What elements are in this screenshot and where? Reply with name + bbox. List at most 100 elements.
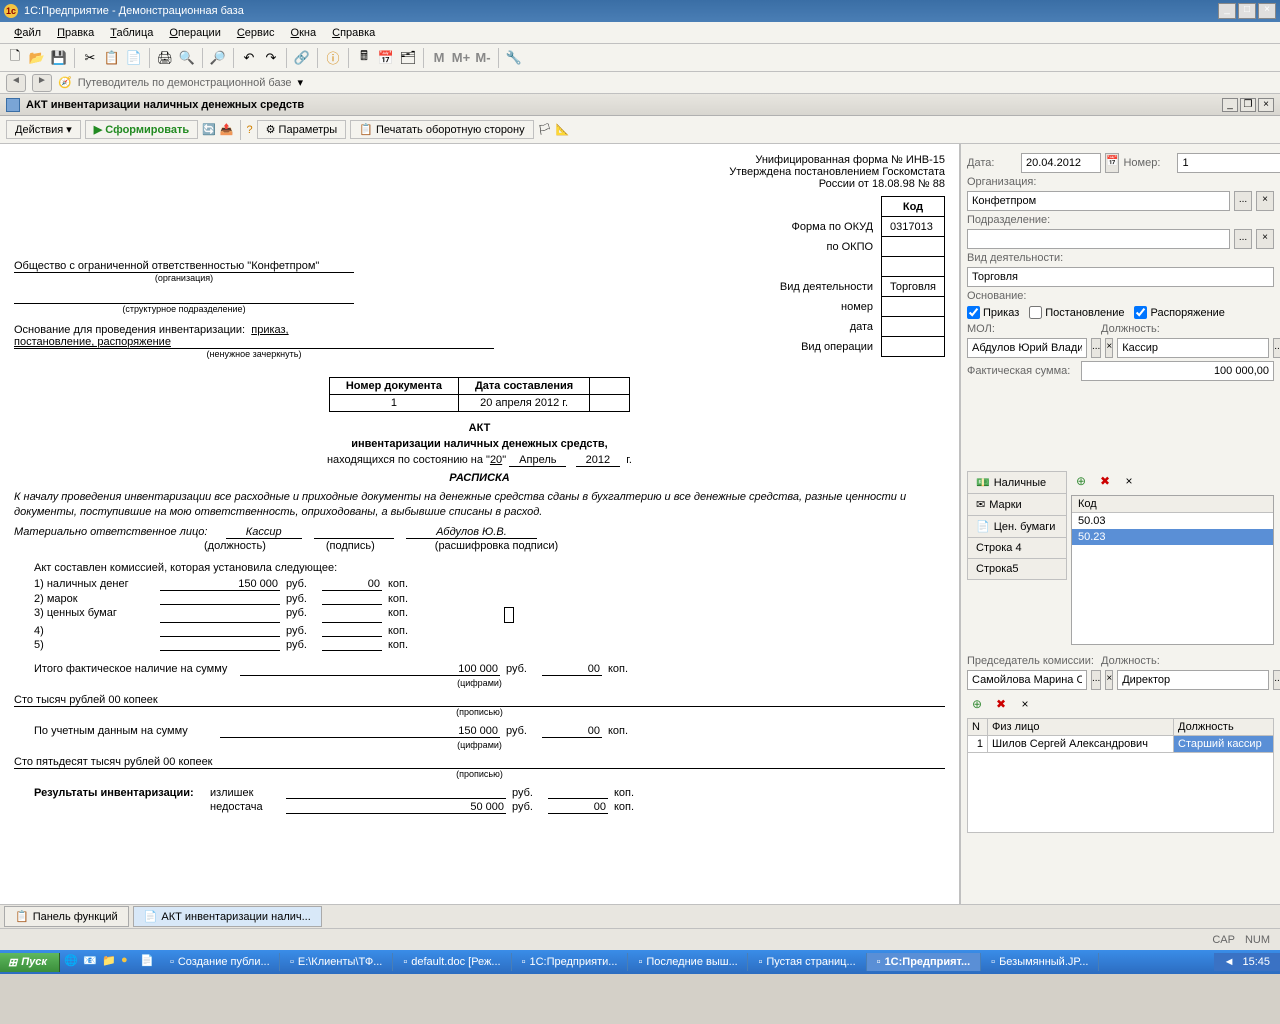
dept-clear-button[interactable]: × <box>1256 229 1274 249</box>
ql-icon-4[interactable]: ● <box>121 954 137 970</box>
chair-input[interactable] <box>967 670 1087 690</box>
chair-pos-select-button[interactable]: ... <box>1273 670 1280 690</box>
add-code-button[interactable]: ⊕ <box>1071 473 1091 493</box>
sub-item-cash[interactable]: 💵Наличные <box>967 471 1067 494</box>
navbar-text[interactable]: Путеводитель по демонстрационной базе <box>78 77 292 89</box>
params-button[interactable]: ⚙ Параметры <box>257 120 347 139</box>
doc-close-button[interactable]: × <box>1258 98 1274 112</box>
task-item[interactable]: ▫Последние выш... <box>628 953 748 971</box>
delete-member-button[interactable]: ✖ <box>991 696 1011 716</box>
members-close-button[interactable]: × <box>1015 696 1035 716</box>
ql-icon-5[interactable]: 📄 <box>140 954 156 970</box>
ql-icon-3[interactable]: 📁 <box>102 954 118 970</box>
task-item[interactable]: ▫Создание публи... <box>160 953 280 971</box>
task-item[interactable]: ▫default.doc [Реж... <box>393 953 511 971</box>
form-button[interactable]: ▶ Сформировать <box>85 120 198 139</box>
find-icon[interactable]: 🔎 <box>209 49 227 67</box>
wrench-icon[interactable]: 🔧 <box>505 49 523 67</box>
calc-icon[interactable]: 🖩 <box>355 49 373 67</box>
chair-clear-button[interactable]: × <box>1105 670 1113 690</box>
minimize-button[interactable]: _ <box>1218 3 1236 19</box>
navbar-dropdown-icon[interactable]: ▾ <box>297 76 303 89</box>
doc-help-icon[interactable]: ? <box>247 124 253 136</box>
print-icon[interactable]: 🖨 <box>156 49 174 67</box>
copy-icon[interactable]: 📋 <box>103 49 121 67</box>
sub-item-stamps[interactable]: ✉Марки <box>967 493 1067 516</box>
cut-icon[interactable]: ✂ <box>81 49 99 67</box>
commission-row[interactable]: 1 Шилов Сергей Александрович Старший кас… <box>968 736 1274 753</box>
new-icon[interactable]: 🗋 <box>6 49 24 67</box>
org-clear-button[interactable]: × <box>1256 191 1274 211</box>
refresh-icon[interactable]: 🔄 <box>202 123 216 136</box>
doc-maximize-button[interactable]: ❐ <box>1240 98 1256 112</box>
code-row-selected[interactable]: 50.23 <box>1072 529 1273 545</box>
dept-select-button[interactable]: ... <box>1234 229 1252 249</box>
actions-button[interactable]: Действия ▾ <box>6 120 81 139</box>
chair-pos-input[interactable] <box>1117 670 1269 690</box>
tab-akt[interactable]: 📄АКТ инвентаризации налич... <box>133 906 322 927</box>
org-select-button[interactable]: ... <box>1234 191 1252 211</box>
chair-select-button[interactable]: ... <box>1091 670 1101 690</box>
ql-icon-2[interactable]: 📧 <box>83 954 99 970</box>
mol-select-button[interactable]: ... <box>1091 338 1101 358</box>
paste-icon[interactable]: 📄 <box>125 49 143 67</box>
undo-icon[interactable]: ↶ <box>240 49 258 67</box>
close-tb-button[interactable]: × <box>1119 473 1139 493</box>
tab-panel-functions[interactable]: 📋Панель функций <box>4 906 129 927</box>
menu-windows[interactable]: Окна <box>283 25 325 41</box>
task-item[interactable]: ▫Пустая страниц... <box>748 953 866 971</box>
date-picker-button[interactable]: 📅 <box>1105 153 1119 173</box>
tray-arrow-icon[interactable]: ◄ <box>1224 956 1235 968</box>
menu-table[interactable]: Таблица <box>102 25 161 41</box>
chk-post[interactable]: Постановление <box>1029 306 1124 319</box>
sub-item-securities[interactable]: 📄Цен. бумаги <box>967 515 1067 538</box>
flag-icon[interactable]: 🏳 <box>538 123 552 136</box>
menu-operations[interactable]: Операции <box>161 25 228 41</box>
menu-edit[interactable]: Правка <box>49 25 102 41</box>
help-icon[interactable]: ⓘ <box>324 49 342 67</box>
mol-clear-button[interactable]: × <box>1105 338 1113 358</box>
open-icon[interactable]: 📂 <box>28 49 46 67</box>
delete-code-button[interactable]: ✖ <box>1095 473 1115 493</box>
doc-minimize-button[interactable]: _ <box>1222 98 1238 112</box>
m-plus-button[interactable]: M+ <box>452 49 470 67</box>
misc-icon[interactable]: 📐 <box>556 123 570 136</box>
link-icon[interactable]: 🔗 <box>293 49 311 67</box>
code-row[interactable]: 50.03 <box>1072 513 1273 529</box>
sub-item-row4[interactable]: Строка 4 <box>967 537 1067 559</box>
task-item[interactable]: ▫Безымянный.JP... <box>981 953 1099 971</box>
task-item[interactable]: ▫1С:Предприят... <box>867 953 982 971</box>
start-button[interactable]: ⊞Пуск <box>0 953 60 972</box>
mol-input[interactable] <box>967 338 1087 358</box>
menu-help[interactable]: Справка <box>324 25 383 41</box>
chk-rasp[interactable]: Распоряжение <box>1134 306 1224 319</box>
date-input[interactable] <box>1021 153 1101 173</box>
pos-input[interactable] <box>1117 338 1269 358</box>
maximize-button[interactable]: □ <box>1238 3 1256 19</box>
close-button[interactable]: × <box>1258 3 1276 19</box>
ql-icon-1[interactable]: 🌐 <box>64 954 80 970</box>
m-minus-button[interactable]: M- <box>474 49 492 67</box>
tree-icon[interactable]: 🗂 <box>399 49 417 67</box>
nav-forward-button[interactable]: ► <box>32 74 52 92</box>
dept-input[interactable] <box>967 229 1230 249</box>
preview-icon[interactable]: 🔍 <box>178 49 196 67</box>
sub-item-row5[interactable]: Строка5 <box>967 558 1067 580</box>
calendar-icon[interactable]: 📅 <box>377 49 395 67</box>
sum-input[interactable] <box>1081 361 1274 381</box>
menu-service[interactable]: Сервис <box>229 25 283 41</box>
add-member-button[interactable]: ⊕ <box>967 696 987 716</box>
nav-back-button[interactable]: ◄ <box>6 74 26 92</box>
task-item[interactable]: ▫E:\Клиенты\ТФ... <box>280 953 393 971</box>
number-input[interactable] <box>1177 153 1280 173</box>
print-back-button[interactable]: 📋 Печатать оборотную сторону <box>350 120 533 139</box>
org-input[interactable] <box>967 191 1230 211</box>
m-button[interactable]: M <box>430 49 448 67</box>
export-icon[interactable]: 📤 <box>220 123 234 136</box>
task-item[interactable]: ▫1С:Предприяти... <box>512 953 629 971</box>
menu-file[interactable]: Файл <box>6 25 49 41</box>
act-input[interactable] <box>967 267 1274 287</box>
redo-icon[interactable]: ↷ <box>262 49 280 67</box>
save-icon[interactable]: 💾 <box>50 49 68 67</box>
pos-select-button[interactable]: ... <box>1273 338 1280 358</box>
